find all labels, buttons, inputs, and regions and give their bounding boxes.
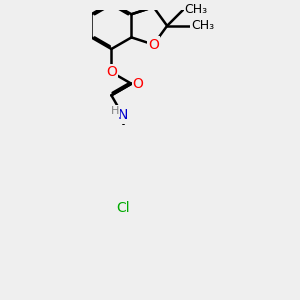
Text: H: H — [110, 106, 119, 116]
Text: N: N — [118, 108, 128, 122]
Text: Cl: Cl — [116, 201, 130, 215]
Text: O: O — [133, 77, 143, 91]
Text: CH₃: CH₃ — [191, 19, 214, 32]
Text: CH₃: CH₃ — [185, 3, 208, 16]
Text: O: O — [106, 65, 117, 79]
Text: O: O — [148, 38, 159, 52]
